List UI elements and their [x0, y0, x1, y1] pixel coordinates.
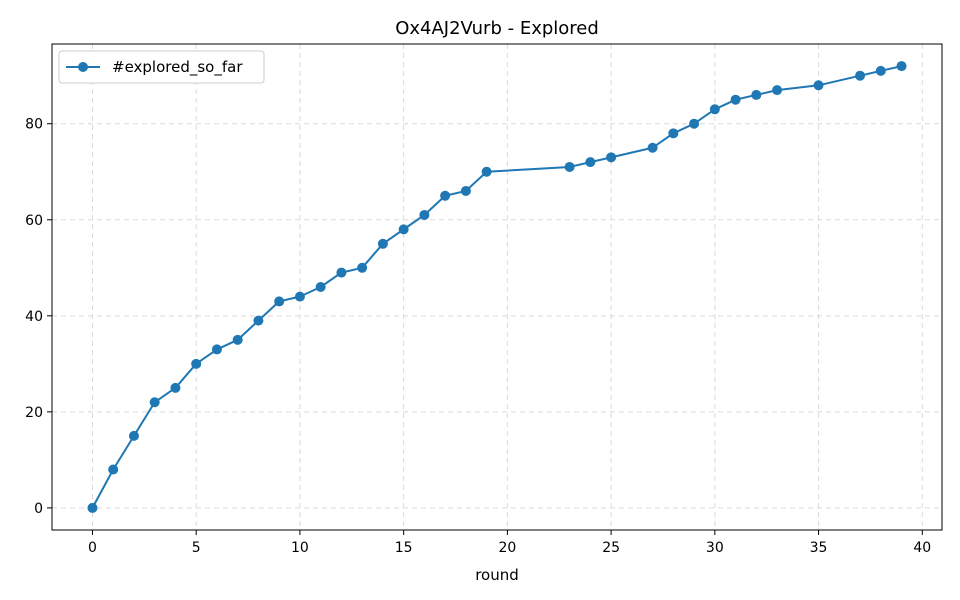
data-point [689, 118, 700, 129]
data-point [398, 224, 409, 235]
data-point [709, 104, 720, 115]
data-point [564, 161, 575, 172]
y-tick-label: 40 [25, 309, 43, 325]
data-point [274, 296, 285, 307]
data-point [336, 267, 347, 278]
x-tick-label: 15 [395, 540, 413, 556]
x-tick-label: 25 [602, 540, 620, 556]
data-point [294, 291, 305, 302]
data-point [108, 464, 119, 475]
data-point [813, 80, 824, 91]
x-tick-label: 20 [498, 540, 516, 556]
x-tick-label: 35 [810, 540, 828, 556]
data-point [232, 334, 243, 345]
data-point [606, 152, 617, 163]
data-point [772, 85, 783, 96]
data-point [460, 185, 471, 196]
data-point [668, 128, 679, 139]
data-series [87, 61, 907, 513]
data-point [211, 344, 222, 355]
data-point [357, 262, 368, 273]
series-line [91, 65, 902, 509]
y-tick-label: 0 [34, 501, 43, 517]
grid [52, 44, 942, 530]
data-point [149, 397, 160, 408]
x-tick-label: 0 [88, 540, 97, 556]
y-tick-label: 60 [25, 213, 43, 229]
data-point [170, 382, 181, 393]
legend-box [58, 50, 265, 84]
x-tick-label: 10 [291, 540, 309, 556]
axis-ticks: 0 5 10 15 20 25 30 35 40 0 20 40 60 80 [25, 117, 931, 556]
data-point [191, 358, 202, 369]
chart-title: Ox4AJ2Vurb - Explored [395, 18, 599, 39]
x-axis-label: round [475, 566, 519, 584]
data-point [128, 430, 139, 441]
data-point [87, 502, 98, 513]
data-point [896, 61, 907, 72]
y-tick-label: 20 [25, 405, 43, 421]
data-point [419, 209, 430, 220]
x-tick-label: 30 [706, 540, 724, 556]
data-point [253, 315, 264, 326]
data-point [440, 190, 451, 201]
plot-frame [51, 43, 943, 531]
data-point [875, 65, 886, 76]
y-tick-label: 80 [25, 117, 43, 133]
data-point [481, 166, 492, 177]
data-point [751, 89, 762, 100]
x-tick-label: 40 [913, 540, 931, 556]
legend-marker-swatch [78, 62, 88, 72]
data-point [315, 282, 326, 292]
legend: #explored_so_far [58, 50, 265, 84]
data-point [647, 142, 658, 153]
data-point [730, 94, 741, 105]
data-point [377, 238, 388, 249]
x-tick-label: 5 [192, 540, 201, 556]
data-point [585, 157, 596, 168]
data-point [855, 70, 866, 81]
legend-label: #explored_so_far [112, 58, 243, 77]
